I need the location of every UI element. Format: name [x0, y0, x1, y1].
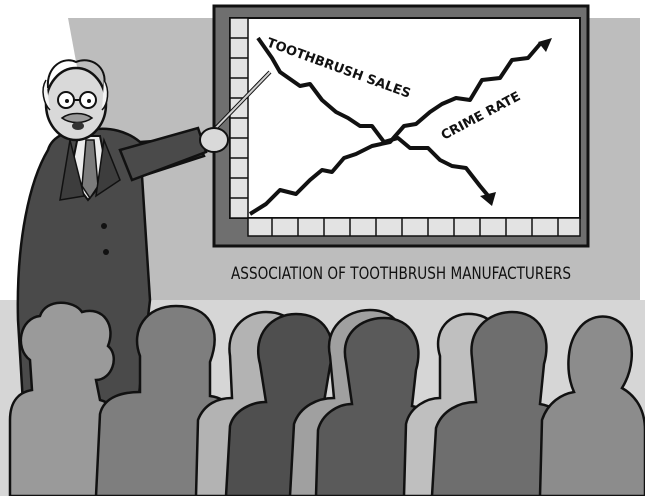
audience-member-9	[538, 315, 645, 496]
board-face	[229, 17, 581, 219]
crime-rate-line	[248, 42, 542, 216]
presenter-hand	[199, 127, 229, 153]
presentation-board: TOOTHBRUSH SALES CRIME RATE	[212, 4, 590, 248]
toothbrush-sales-line	[256, 36, 492, 200]
toothbrush-sales-arrowhead	[480, 192, 496, 206]
crime-rate-arrowhead	[538, 38, 552, 52]
audience	[8, 301, 645, 496]
board-left-ruler	[229, 17, 249, 219]
board-bottom-ruler	[247, 217, 581, 237]
board-caption: ASSOCIATION OF TOOTHBRUSH MANUFACTURERS	[231, 264, 571, 284]
presenter-tie	[81, 139, 99, 200]
presenter-arm	[118, 126, 208, 182]
